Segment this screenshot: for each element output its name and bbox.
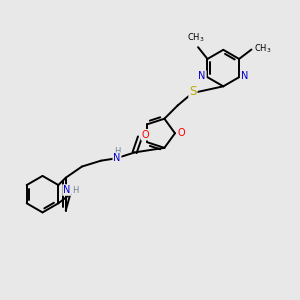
Text: N: N [241, 71, 248, 81]
Text: H: H [72, 185, 79, 194]
Text: O: O [141, 130, 149, 140]
Text: CH$_3$: CH$_3$ [254, 42, 272, 55]
Text: O: O [177, 128, 185, 138]
Text: N: N [113, 153, 121, 163]
Text: CH$_3$: CH$_3$ [187, 32, 205, 44]
Text: N: N [199, 71, 206, 81]
Text: N: N [63, 185, 70, 195]
Text: H: H [114, 147, 120, 156]
Text: S: S [189, 85, 197, 98]
